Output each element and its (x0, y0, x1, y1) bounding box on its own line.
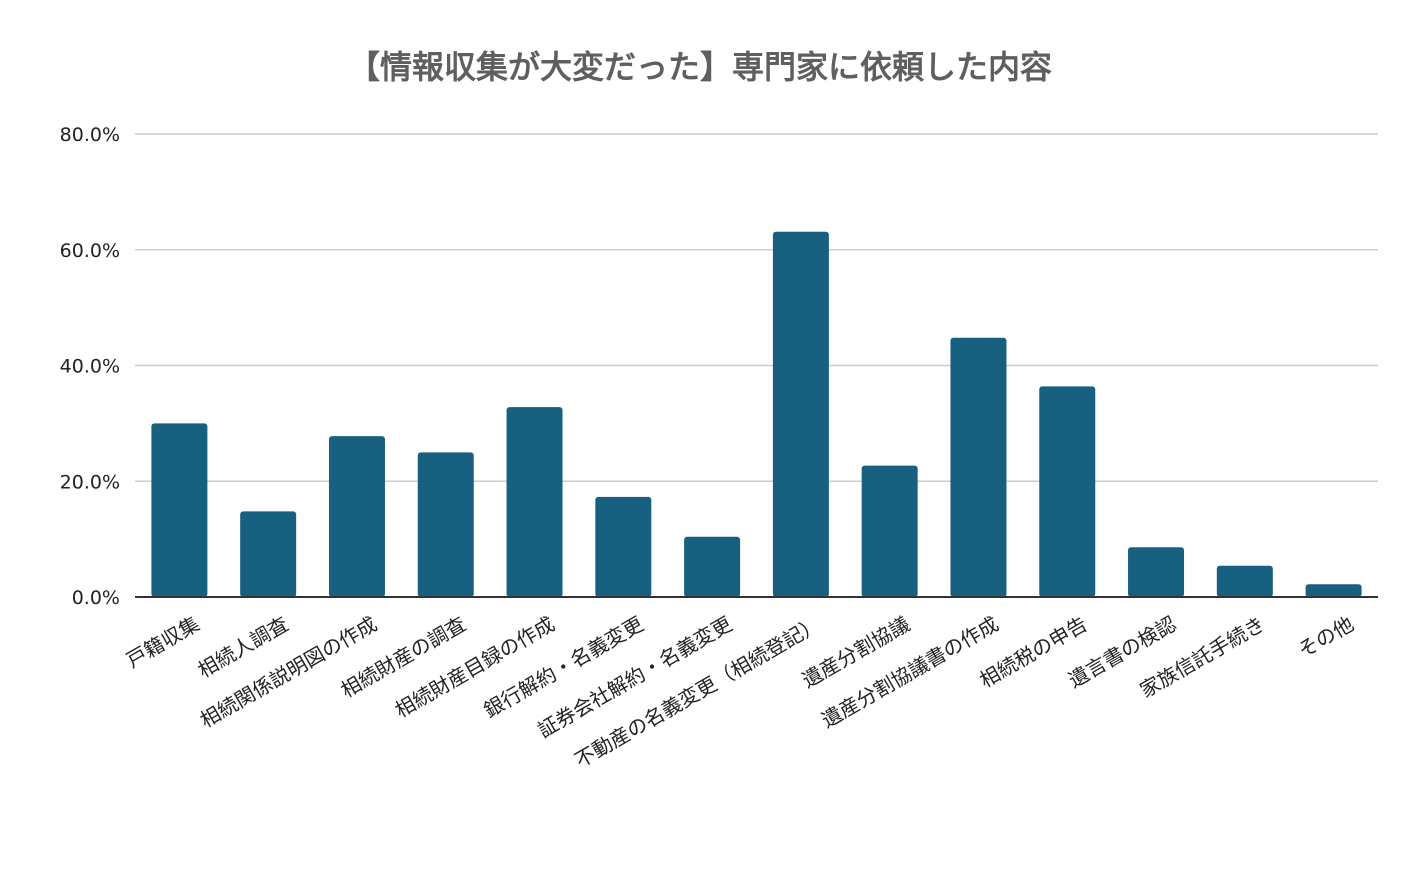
bar (1216, 565, 1273, 597)
bar (1305, 584, 1362, 597)
bar (328, 436, 385, 597)
grid-layer (135, 133, 1378, 482)
label-layer: 0.0%20.0%40.0%60.0%80.0%戸籍収集相続人調査相続関係説明図… (60, 124, 1358, 772)
bar (861, 465, 918, 597)
bar (417, 452, 474, 597)
y-tick-label: 0.0% (72, 587, 120, 609)
bar (950, 337, 1007, 597)
bar (151, 423, 208, 597)
bar (772, 231, 829, 597)
x-tick-label: 相続財産目録の作成 (391, 612, 559, 723)
x-tick-label: 戸籍収集 (122, 612, 203, 673)
bar (684, 536, 741, 597)
chart-title: 【情報収集が大変だった】専門家に依頼した内容 (347, 48, 1052, 86)
bar (1128, 547, 1185, 597)
bar (1039, 386, 1096, 597)
bar (240, 511, 297, 597)
y-tick-label: 60.0% (60, 240, 120, 262)
y-tick-label: 40.0% (60, 356, 120, 378)
bar (506, 407, 563, 597)
bar (595, 496, 652, 597)
y-tick-label: 80.0% (60, 124, 120, 146)
x-tick-label: その他 (1294, 612, 1358, 663)
y-tick-label: 20.0% (60, 471, 120, 493)
bar-layer (151, 231, 1362, 597)
